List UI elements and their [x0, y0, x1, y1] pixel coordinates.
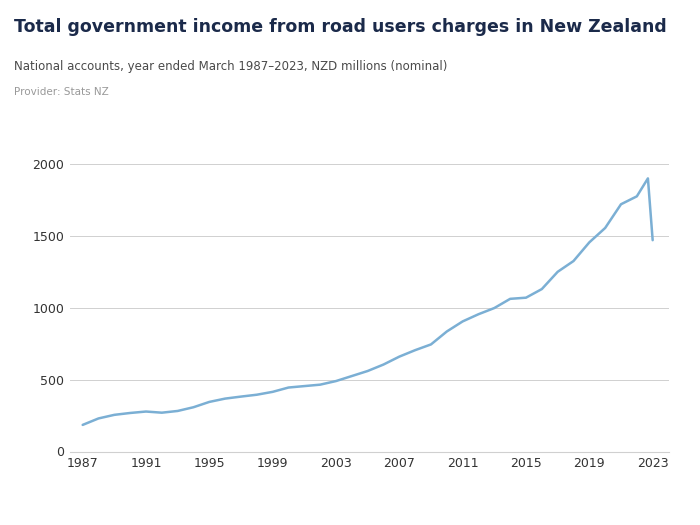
Text: figure.nz: figure.nz [582, 21, 666, 38]
Text: Provider: Stats NZ: Provider: Stats NZ [14, 87, 108, 97]
Text: Total government income from road users charges in New Zealand: Total government income from road users … [14, 18, 666, 36]
Text: National accounts, year ended March 1987–2023, NZD millions (nominal): National accounts, year ended March 1987… [14, 60, 447, 74]
